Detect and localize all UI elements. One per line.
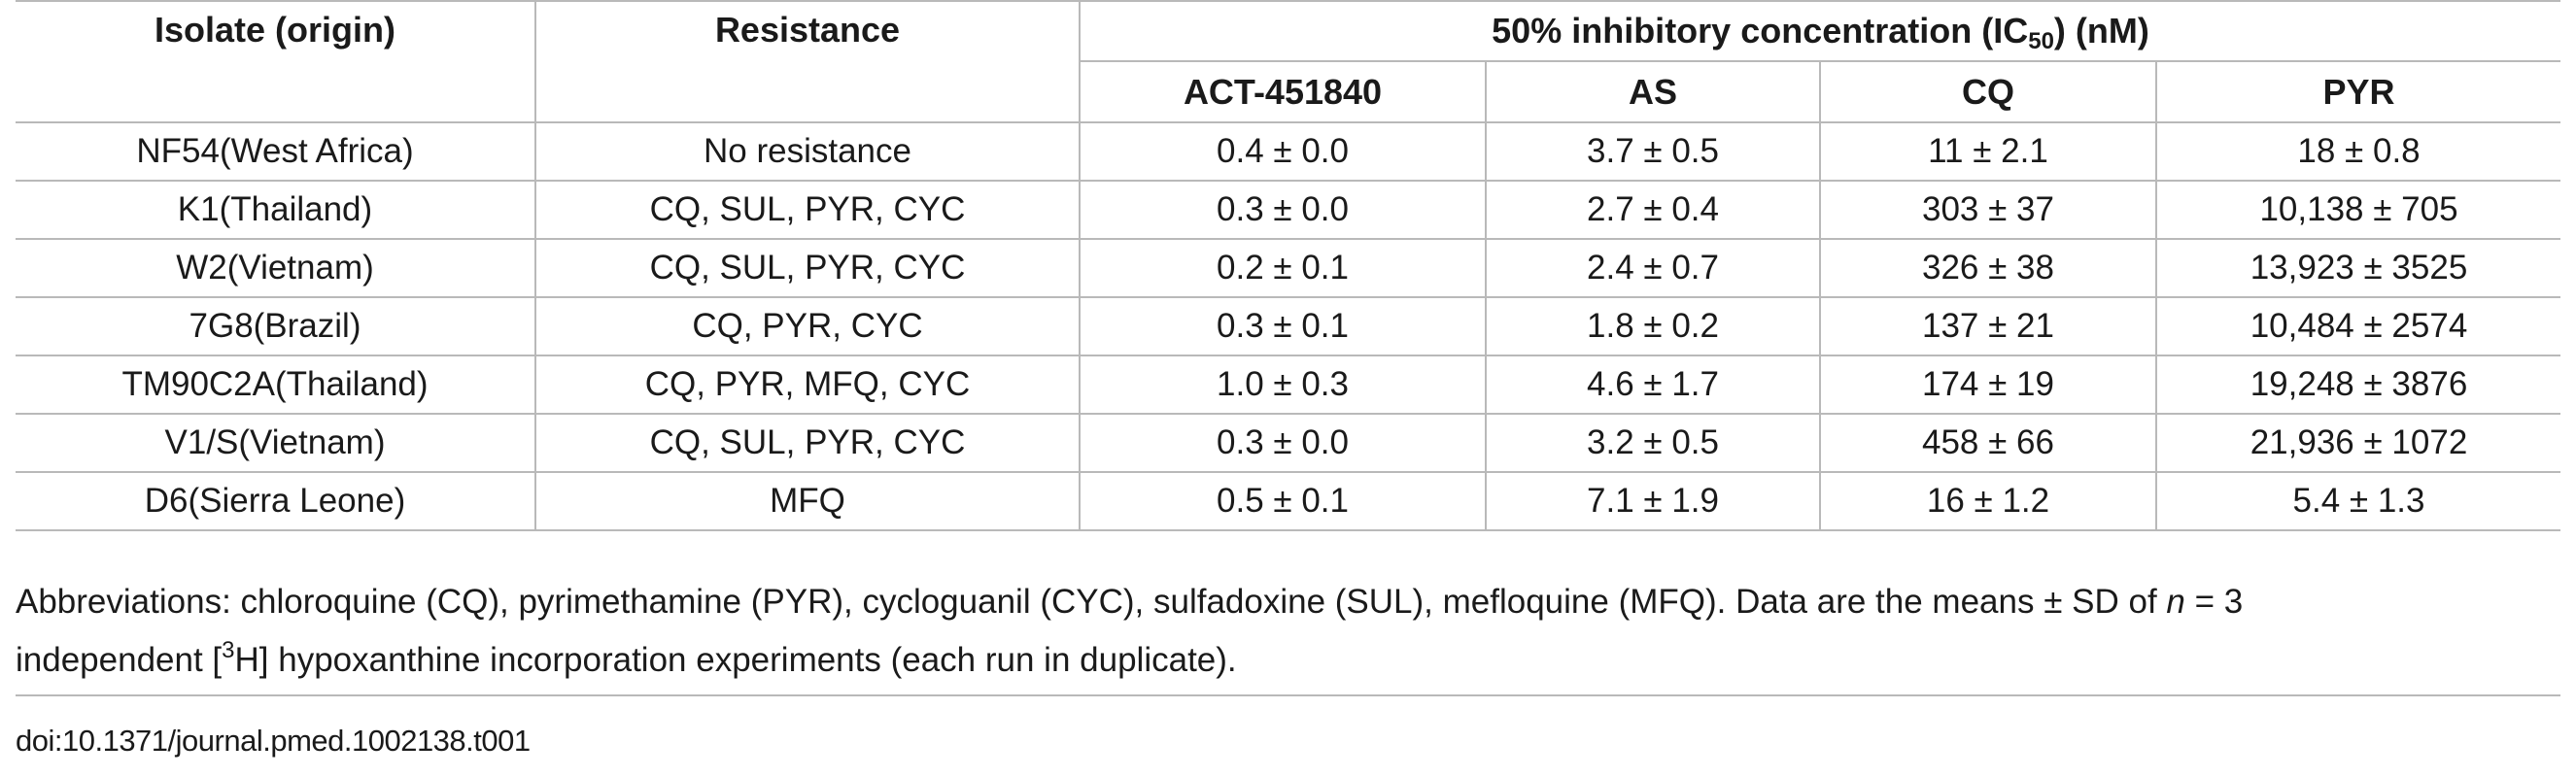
header-drug-pyr: PYR [2154,60,2561,123]
cell-pyr: 18 ± 0.8 [2154,121,2561,182]
cell-isolate: NF54(West Africa) [16,121,536,182]
cell-resistance: CQ, SUL, PYR, CYC [534,180,1081,240]
table-row: TM90C2A(Thailand) CQ, PYR, MFQ, CYC 1.0 … [16,355,2561,415]
cell-resistance: CQ, SUL, PYR, CYC [534,413,1081,473]
header-ic50-group: 50% inhibitory concentration (IC50) (nM) [1078,0,2561,62]
cell-pyr: 10,484 ± 2574 [2154,296,2561,356]
cell-cq: 174 ± 19 [1819,355,2157,415]
doi-link[interactable]: doi:10.1371/journal.pmed.1002138.t001 [16,724,531,758]
cell-act451840: 0.2 ± 0.1 [1079,238,1487,298]
cell-act451840: 0.5 ± 0.1 [1079,471,1487,531]
cell-act451840: 1.0 ± 0.3 [1079,355,1487,415]
footnote-n: n [2166,583,2185,621]
header-drug-cq: CQ [1819,60,2157,123]
cell-pyr: 5.4 ± 1.3 [2154,471,2561,531]
table-row: W2(Vietnam) CQ, SUL, PYR, CYC 0.2 ± 0.1 … [16,238,2561,298]
header-ic50-suffix: ) (nM) [2053,11,2149,51]
cell-as: 2.7 ± 0.4 [1485,180,1821,240]
header-resistance: Resistance [534,0,1081,123]
footnote-text-2: = 3 [2184,583,2244,621]
cell-isolate: D6(Sierra Leone) [16,471,536,531]
cell-as: 4.6 ± 1.7 [1485,355,1821,415]
cell-act451840: 0.4 ± 0.0 [1079,121,1487,182]
cell-resistance: CQ, PYR, MFQ, CYC [534,355,1081,415]
cell-cq: 137 ± 21 [1819,296,2157,356]
footnote-divider [16,694,2560,696]
header-ic50-subscript: 50 [2028,28,2054,54]
cell-act451840: 0.3 ± 0.0 [1079,180,1487,240]
cell-as: 2.4 ± 0.7 [1485,238,1821,298]
cell-act451840: 0.3 ± 0.0 [1079,413,1487,473]
cell-resistance: No resistance [534,121,1081,182]
cell-pyr: 21,936 ± 1072 [2154,413,2561,473]
footnote-text-4: H] hypoxanthine incorporation experiment… [234,641,1237,679]
cell-cq: 16 ± 1.2 [1819,471,2157,531]
cell-as: 3.7 ± 0.5 [1485,121,1821,182]
cell-cq: 458 ± 66 [1819,413,2157,473]
cell-isolate: 7G8(Brazil) [16,296,536,356]
cell-resistance: MFQ [534,471,1081,531]
cell-isolate: W2(Vietnam) [16,238,536,298]
cell-as: 3.2 ± 0.5 [1485,413,1821,473]
cell-cq: 326 ± 38 [1819,238,2157,298]
table-row: V1/S(Vietnam) CQ, SUL, PYR, CYC 0.3 ± 0.… [16,413,2561,473]
cell-isolate: TM90C2A(Thailand) [16,355,536,415]
footnote-text-1: Abbreviations: chloroquine (CQ), pyrimet… [16,583,2167,621]
header-ic50-prefix: 50% inhibitory concentration (IC [1492,11,2029,51]
table-footnote: Abbreviations: chloroquine (CQ), pyrimet… [16,573,2560,690]
cell-resistance: CQ, SUL, PYR, CYC [534,238,1081,298]
table-row: D6(Sierra Leone) MFQ 0.5 ± 0.1 7.1 ± 1.9… [16,471,2561,531]
cell-as: 7.1 ± 1.9 [1485,471,1821,531]
cell-cq: 11 ± 2.1 [1819,121,2157,182]
table-figure: Isolate (origin) Resistance 50% inhibito… [16,0,2561,777]
header-drug-as: AS [1485,60,1821,123]
footnote-text-3: independent [ [16,641,223,679]
cell-resistance: CQ, PYR, CYC [534,296,1081,356]
footnote-superscript: 3 [222,637,235,663]
cell-isolate: V1/S(Vietnam) [16,413,536,473]
table-row: 7G8(Brazil) CQ, PYR, CYC 0.3 ± 0.1 1.8 ±… [16,296,2561,356]
cell-as: 1.8 ± 0.2 [1485,296,1821,356]
header-drug-act451840: ACT-451840 [1079,60,1487,123]
cell-cq: 303 ± 37 [1819,180,2157,240]
cell-act451840: 0.3 ± 0.1 [1079,296,1487,356]
cell-isolate: K1(Thailand) [16,180,536,240]
cell-pyr: 13,923 ± 3525 [2154,238,2561,298]
table-row: K1(Thailand) CQ, SUL, PYR, CYC 0.3 ± 0.0… [16,180,2561,240]
cell-pyr: 19,248 ± 3876 [2154,355,2561,415]
header-isolate: Isolate (origin) [16,0,536,123]
cell-pyr: 10,138 ± 705 [2154,180,2561,240]
table-row: NF54(West Africa) No resistance 0.4 ± 0.… [16,121,2561,182]
ic50-table: Isolate (origin) Resistance 50% inhibito… [16,0,2561,531]
